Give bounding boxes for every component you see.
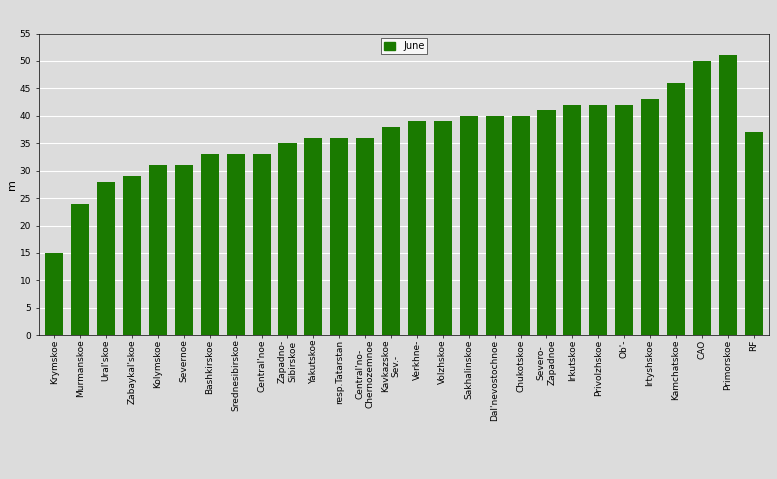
Bar	[719, 56, 737, 335]
Bar	[744, 132, 763, 335]
Bar	[356, 138, 375, 335]
Bar	[278, 143, 297, 335]
Bar	[408, 121, 426, 335]
Bar	[330, 138, 348, 335]
Bar	[200, 154, 219, 335]
Bar	[71, 204, 89, 335]
Bar	[589, 105, 608, 335]
Bar	[434, 121, 452, 335]
Bar	[615, 105, 633, 335]
Bar	[45, 253, 64, 335]
Bar	[227, 154, 245, 335]
Bar	[382, 127, 400, 335]
Bar	[123, 176, 141, 335]
Bar	[175, 165, 193, 335]
Bar	[460, 116, 478, 335]
Bar	[538, 110, 556, 335]
Bar	[305, 138, 322, 335]
Bar	[641, 99, 659, 335]
Bar	[486, 116, 503, 335]
Bar	[511, 116, 530, 335]
Y-axis label: m: m	[7, 179, 17, 190]
Bar	[693, 61, 711, 335]
Bar	[253, 154, 270, 335]
Legend: June: June	[381, 38, 427, 54]
Bar	[563, 105, 581, 335]
Bar	[149, 165, 167, 335]
Bar	[667, 83, 685, 335]
Bar	[97, 182, 115, 335]
